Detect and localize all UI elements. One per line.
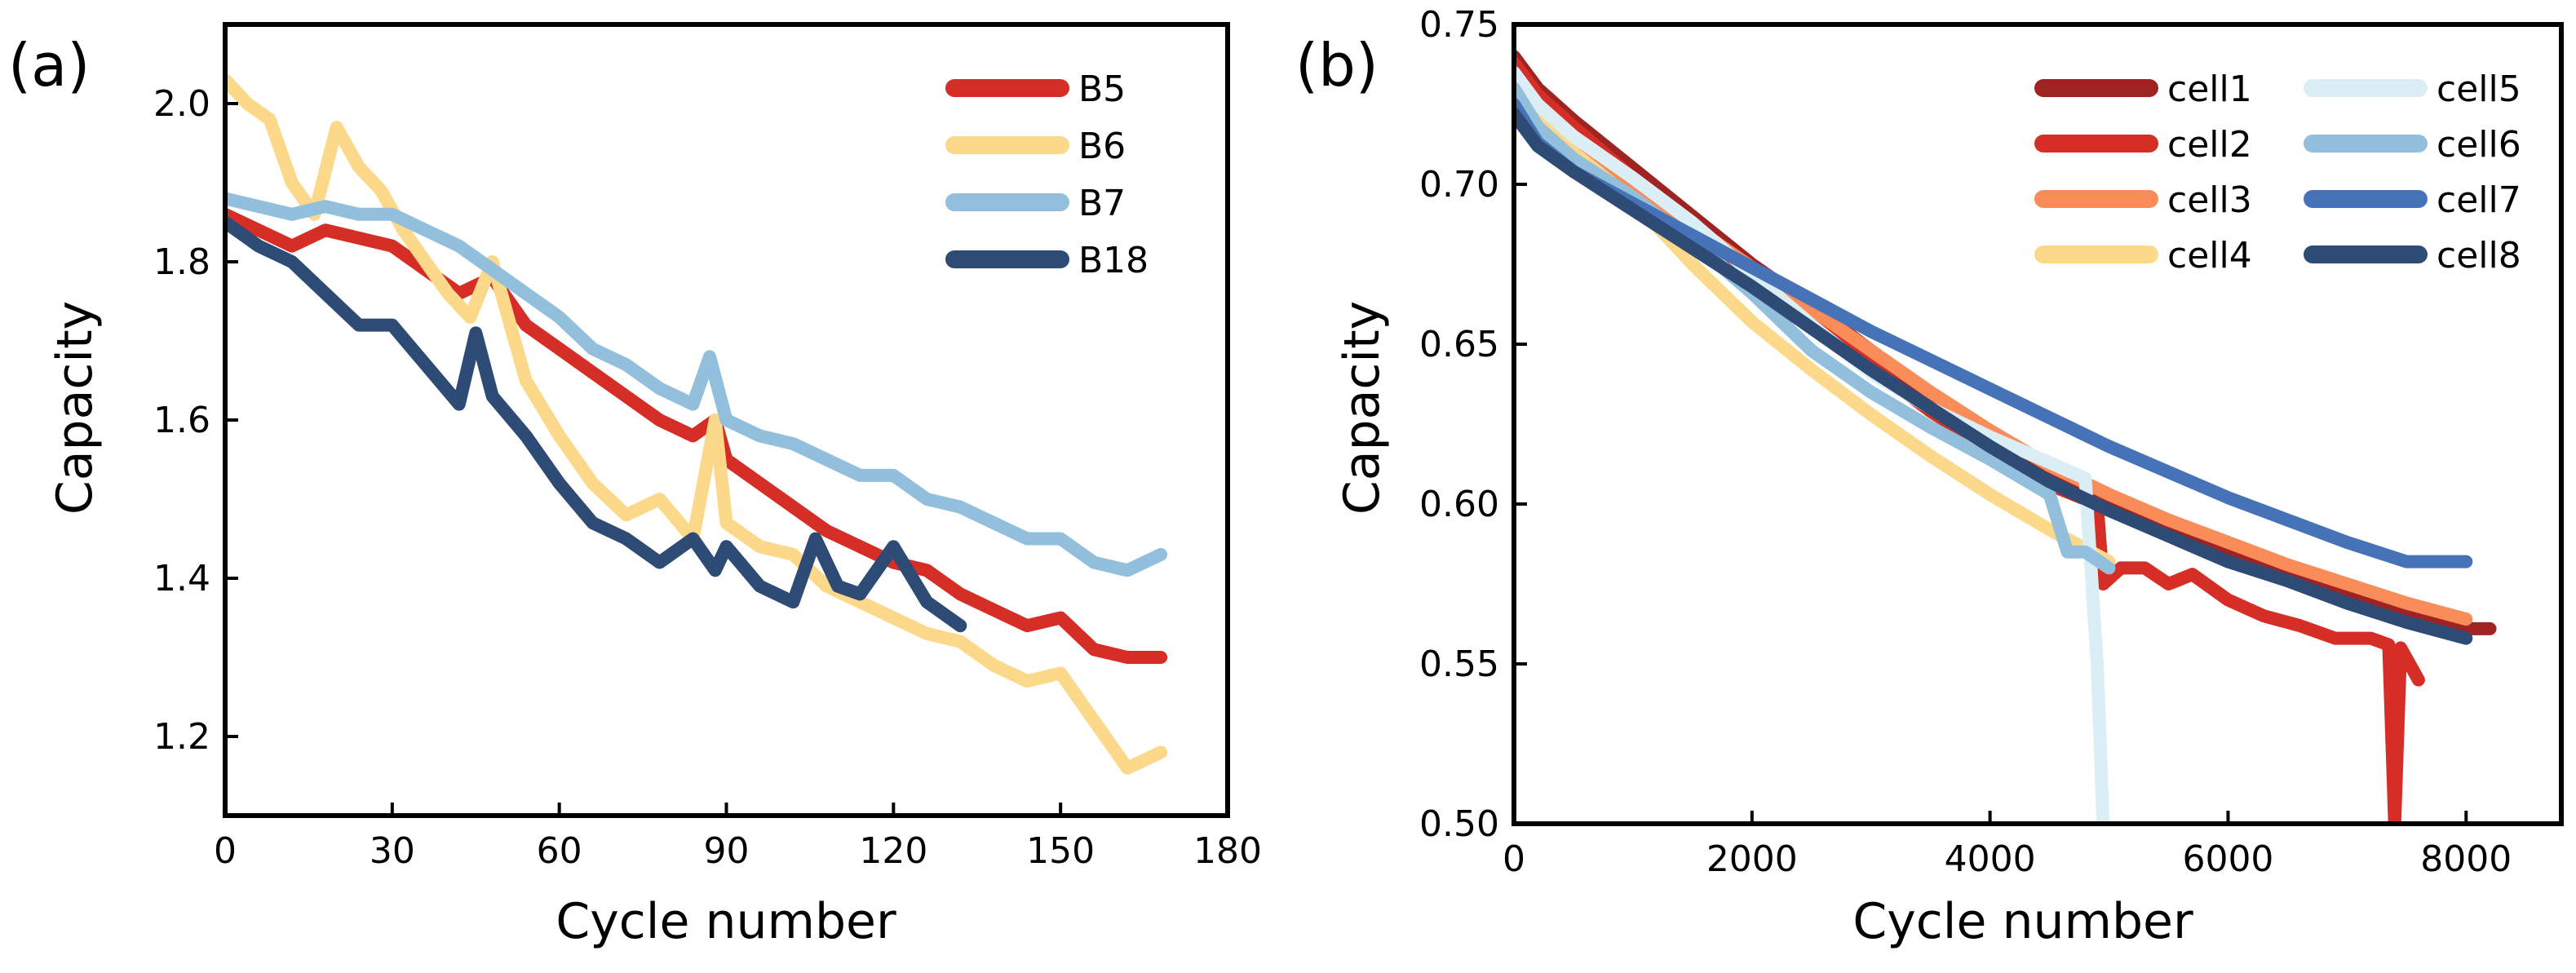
panel-a-label: (a) (8, 31, 90, 100)
panel-b-legend: cell1 cell2 cell3 cell4 cell5 cell6 cell7 cell8 (2034, 69, 2521, 276)
panel-b-x-tick-label: 0 (1503, 838, 1525, 880)
panel-b-x-tick-label: 2000 (1706, 838, 1798, 880)
panel-a-x-tick-label: 0 (214, 830, 237, 872)
panel-b-legend-label-cell6: cell6 (2437, 124, 2521, 166)
panel-a-x-tick-label: 90 (704, 830, 750, 872)
panel-b-plot-frame (1512, 22, 2564, 826)
panel-b-label: (b) (1295, 31, 1379, 100)
panel-a-series-b5 (225, 207, 1168, 664)
panel-b-chart: (b) Cycle number Capacity 0 2000 4000 6000 8… (1295, 4, 2564, 950)
panel-b-series-cell6 (1514, 82, 2116, 575)
panel-a-x-tick-label: 30 (370, 830, 415, 872)
panel-b-y-tick-label: 0.65 (1419, 324, 1499, 365)
panel-a-series-b18 (225, 215, 967, 633)
panel-a-x-tick-label: 60 (537, 830, 582, 872)
panel-b-y-tick-label: 0.50 (1419, 803, 1499, 845)
panel-a-y-tick-label: 1.8 (153, 241, 210, 283)
panel-a-legend: B5 B6 B7 B18 (945, 69, 1149, 281)
panel-a-legend-label-b7: B7 (1078, 183, 1126, 224)
panel-b-legend-label-cell4: cell4 (2167, 235, 2252, 276)
panel-a-y-tick-label: 1.4 (153, 558, 210, 599)
panel-b-legend-label-cell1: cell1 (2167, 69, 2252, 110)
panel-a-series-group (225, 73, 1168, 775)
panel-b-x-axis-title: Cycle number (1852, 893, 2193, 950)
panel-a-y-axis-title: Capacity (46, 301, 104, 515)
panel-a-y-tick-label: 1.6 (153, 400, 210, 441)
panel-b-legend-label-cell8: cell8 (2437, 235, 2521, 276)
panel-b-legend-label-cell2: cell2 (2167, 124, 2252, 166)
panel-a-legend-label-b5: B5 (1078, 69, 1126, 110)
panel-b-x-tick-label: 6000 (2182, 838, 2273, 880)
panel-b-legend-label-cell5: cell5 (2437, 69, 2521, 110)
panel-b-x-tick-label: 8000 (2420, 838, 2512, 880)
panel-b-y-axis-title: Capacity (1334, 301, 1391, 515)
panel-a-x-tick-label: 150 (1026, 830, 1095, 872)
panel-a-legend-label-b6: B6 (1078, 126, 1126, 167)
panel-a-x-axis-title: Cycle number (555, 893, 896, 950)
panel-a-chart: (a) Cycle number Capacity 0 30 60 90 120 150 1… (8, 22, 1262, 950)
panel-b-y-tick-label: 0.55 (1419, 644, 1499, 685)
panel-b-legend-label-cell3: cell3 (2167, 179, 2252, 221)
panel-b-legend-label-cell7: cell7 (2437, 179, 2521, 221)
panel-b-series-group (1514, 50, 2497, 824)
panel-b-y-tick-label: 0.70 (1419, 164, 1499, 206)
panel-a-series-b6 (225, 73, 1168, 775)
panel-b-x-tick-label: 4000 (1945, 838, 2036, 880)
panel-a-legend-label-b18: B18 (1078, 240, 1149, 281)
panel-b-y-tick-label: 0.60 (1419, 484, 1499, 525)
panel-a-y-tick-label: 2.0 (153, 83, 210, 125)
panel-a-y-tick-label: 1.2 (153, 716, 210, 758)
panel-b-series-cell8 (1514, 107, 2473, 645)
panel-a-x-tick-label: 120 (859, 830, 927, 872)
panel-a-series-b7 (225, 192, 1168, 577)
panel-b-y-tick-label: 0.75 (1419, 4, 1499, 46)
panel-a-x-tick-label: 180 (1193, 830, 1262, 872)
